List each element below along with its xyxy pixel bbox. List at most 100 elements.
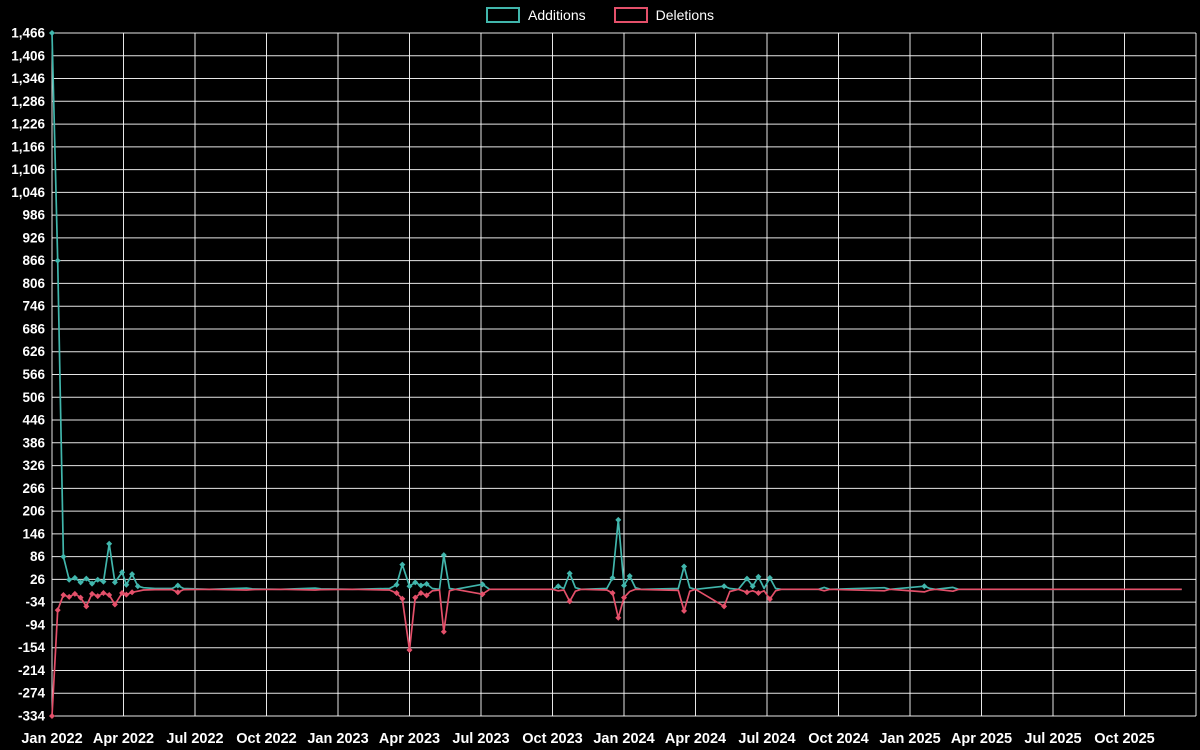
data-point-marker	[83, 575, 90, 582]
data-point-marker	[123, 591, 130, 598]
data-point-marker	[89, 590, 96, 597]
data-point-marker	[755, 590, 762, 597]
data-point-marker	[94, 593, 101, 600]
x-tick-label: Oct 2023	[522, 731, 582, 747]
data-point-marker	[615, 516, 622, 523]
data-point-marker	[134, 583, 141, 590]
data-point-marker	[681, 607, 688, 614]
data-point-marker	[129, 589, 136, 596]
data-point-marker	[681, 563, 688, 570]
data-point-marker	[393, 581, 400, 588]
y-tick-label: 686	[22, 321, 45, 336]
data-point-marker	[479, 591, 486, 598]
y-tick-label: 1,466	[11, 26, 45, 41]
data-point-marker	[111, 601, 118, 608]
data-point-marker	[49, 30, 55, 36]
y-tick-label: 146	[22, 526, 45, 541]
y-tick-label: 866	[22, 253, 45, 268]
data-point-marker	[54, 257, 61, 264]
y-tick-label: 1,346	[11, 71, 45, 86]
data-point-marker	[66, 593, 73, 600]
data-point-marker	[100, 590, 107, 597]
data-point-marker	[412, 579, 419, 586]
y-tick-label: 806	[22, 276, 45, 291]
y-tick-label: 926	[22, 230, 45, 245]
y-tick-label: 266	[22, 481, 45, 496]
data-point-marker	[60, 591, 67, 598]
data-point-marker	[440, 628, 447, 635]
data-point-marker	[77, 579, 84, 586]
data-point-marker	[423, 580, 430, 587]
data-point-marker	[71, 574, 78, 581]
data-point-marker	[77, 594, 84, 601]
data-point-marker	[399, 595, 406, 602]
y-tick-label: 566	[22, 367, 45, 382]
data-point-marker	[749, 583, 756, 590]
data-point-marker	[743, 575, 750, 582]
x-tick-label: Oct 2024	[808, 731, 868, 747]
x-tick-label: Apr 2024	[665, 731, 726, 747]
data-point-marker	[412, 594, 419, 601]
legend-item-additions[interactable]: Additions	[486, 7, 586, 23]
series-line-deletions	[51, 588, 1182, 717]
x-tick-label: Oct 2022	[236, 731, 296, 747]
x-tick-label: Jan 2025	[879, 731, 940, 747]
additions-swatch-icon	[486, 7, 521, 23]
data-point-marker	[89, 580, 96, 587]
data-point-marker	[406, 646, 413, 653]
data-point-marker	[423, 592, 430, 599]
y-tick-label: 86	[30, 549, 46, 564]
data-point-marker	[566, 598, 573, 605]
data-point-marker	[174, 582, 181, 589]
data-point-marker	[71, 590, 78, 597]
data-point-marker	[106, 540, 113, 547]
data-point-marker	[721, 603, 728, 610]
data-point-marker	[399, 561, 406, 568]
y-tick-label: 206	[22, 504, 45, 519]
x-tick-label: Apr 2022	[93, 731, 154, 747]
y-tick-label: 1,166	[11, 139, 45, 154]
data-point-marker	[766, 596, 773, 603]
y-tick-label: 26	[30, 572, 46, 587]
y-tick-label: 1,046	[11, 185, 45, 200]
y-tick-label: 626	[22, 344, 45, 359]
y-tick-label: 1,226	[11, 117, 45, 132]
data-point-marker	[766, 574, 773, 581]
y-tick-label: 1,406	[11, 48, 45, 63]
y-tick-label: -94	[25, 617, 45, 632]
data-point-marker	[66, 576, 73, 583]
legend-label-additions: Additions	[528, 7, 586, 23]
y-tick-label: -34	[25, 595, 45, 610]
x-tick-label: Jan 2022	[21, 731, 82, 747]
data-point-marker	[129, 571, 136, 578]
data-point-marker	[174, 589, 181, 596]
y-tick-label: 506	[22, 390, 45, 405]
y-tick-label: 1,106	[11, 162, 45, 177]
y-tick-label: 446	[22, 413, 45, 428]
data-point-marker	[721, 583, 728, 590]
data-point-marker	[743, 589, 750, 596]
data-point-marker	[60, 553, 67, 560]
x-tick-label: Jul 2025	[1024, 731, 1081, 747]
x-tick-label: Jan 2023	[307, 731, 368, 747]
y-tick-label: 746	[22, 299, 45, 314]
y-tick-label: -274	[18, 686, 46, 701]
x-tick-label: Oct 2025	[1094, 731, 1154, 747]
y-tick-label: 326	[22, 458, 45, 473]
y-tick-label: -334	[18, 709, 46, 724]
data-point-marker	[417, 582, 424, 589]
chart-legend: Additions Deletions	[0, 7, 1200, 23]
data-point-marker	[54, 607, 61, 614]
data-point-marker	[555, 583, 562, 590]
x-tick-label: Jul 2022	[166, 731, 223, 747]
legend-item-deletions[interactable]: Deletions	[613, 7, 714, 23]
data-point-marker	[406, 583, 413, 590]
data-point-marker	[393, 590, 400, 597]
data-point-marker	[609, 574, 616, 581]
x-tick-label: Jan 2024	[593, 731, 654, 747]
data-point-marker	[106, 591, 113, 598]
data-point-marker	[479, 581, 486, 588]
data-point-marker	[111, 579, 118, 586]
